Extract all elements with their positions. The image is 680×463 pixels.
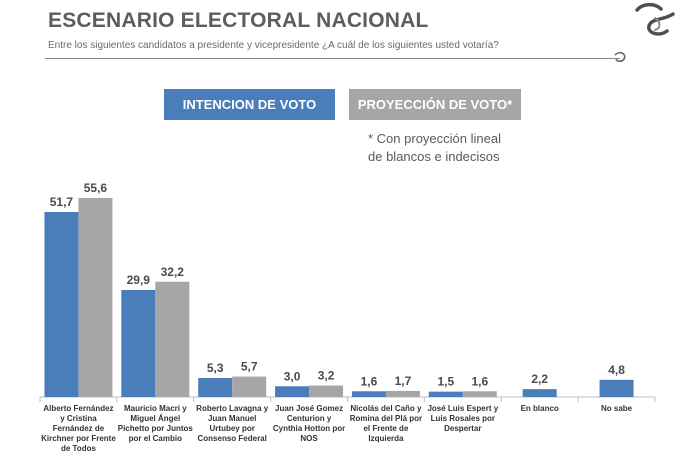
legend-proyeccion: PROYECCIÓN DE VOTO* — [349, 89, 521, 120]
data-label: 4,8 — [608, 363, 625, 377]
data-label: 5,7 — [241, 360, 258, 374]
data-label: 51,7 — [50, 195, 74, 209]
bar-intencion — [351, 391, 386, 397]
category-label: Roberto Lavagna y — [196, 404, 269, 413]
category-label: el Frente de — [363, 424, 408, 433]
category-label: por el Cambio — [129, 434, 182, 443]
page-subtitle: Entre los siguientes candidatos a presid… — [48, 40, 499, 51]
category-label: Despertar — [444, 424, 481, 433]
data-label: 3,2 — [318, 369, 335, 383]
category-label: Nicolás del Caño y — [350, 404, 422, 413]
data-label: 1,6 — [361, 374, 378, 388]
bar-intencion — [522, 389, 557, 397]
category-label: Kirchner por Frente — [41, 434, 116, 443]
category-label: Alberto Fernández — [43, 404, 113, 413]
category-label: Centurion y — [287, 414, 332, 423]
category-label: Romina del Plá por — [350, 414, 422, 423]
bar-intencion — [428, 391, 463, 397]
bar-proyeccion — [309, 385, 344, 397]
bar-intencion — [121, 289, 156, 397]
category-label: No sabe — [601, 404, 633, 413]
data-label: 2,2 — [531, 372, 548, 386]
data-label: 29,9 — [127, 273, 151, 287]
swirl-mark-icon — [614, 51, 626, 63]
category-label: y Cristina — [60, 414, 97, 423]
s-swirl-logo-icon — [635, 2, 675, 36]
data-label: 1,7 — [395, 374, 412, 388]
bar-intencion — [198, 378, 233, 397]
category-label: NOS — [300, 434, 318, 443]
data-label: 3,0 — [284, 369, 301, 383]
category-label: Izquierda — [368, 434, 404, 443]
bar-intencion — [275, 386, 310, 397]
legend-intencion-label: INTENCION DE VOTO — [182, 97, 317, 112]
data-label: 1,5 — [437, 375, 454, 389]
data-label: 1,6 — [471, 374, 488, 388]
category-label: En blanco — [521, 404, 559, 413]
category-label: Fernández de — [53, 424, 105, 433]
bar-proyeccion — [232, 376, 267, 397]
category-label: Miguel Ángel — [130, 414, 180, 423]
bar-proyeccion — [155, 281, 190, 397]
page-title: ESCENARIO ELECTORAL NACIONAL — [48, 9, 429, 32]
data-label: 5,3 — [207, 361, 224, 375]
category-label: Urtubey por — [210, 424, 255, 433]
category-label: Luis Rosales por — [431, 414, 495, 423]
bar-proyeccion — [385, 390, 420, 397]
category-label: Juan Manuel — [208, 414, 256, 423]
category-label: Mauricio Macri y — [124, 404, 187, 413]
bar-intencion — [599, 379, 634, 397]
category-label: Juan José Gomez — [275, 404, 343, 413]
bar-intencion — [44, 211, 79, 397]
category-label: Cynthia Hotton por — [273, 424, 345, 433]
legend-proyeccion-label: PROYECCIÓN DE VOTO* — [357, 97, 513, 112]
category-label: Consenso Federal — [198, 434, 267, 443]
footnote-line-1: * Con proyección lineal — [368, 131, 501, 146]
category-label: Pichetto por Juntos — [118, 424, 194, 433]
data-label: 32,2 — [161, 265, 185, 279]
category-label: de Todos — [61, 444, 97, 453]
legend-intencion: INTENCION DE VOTO — [164, 89, 335, 120]
data-label: 55,6 — [84, 181, 108, 195]
footnote-line-2: de blancos e indecisos — [368, 149, 500, 164]
bar-proyeccion — [462, 391, 497, 397]
header-divider — [45, 58, 620, 59]
bar-proyeccion — [78, 198, 113, 397]
category-label: José Luis Espert y — [427, 404, 498, 413]
